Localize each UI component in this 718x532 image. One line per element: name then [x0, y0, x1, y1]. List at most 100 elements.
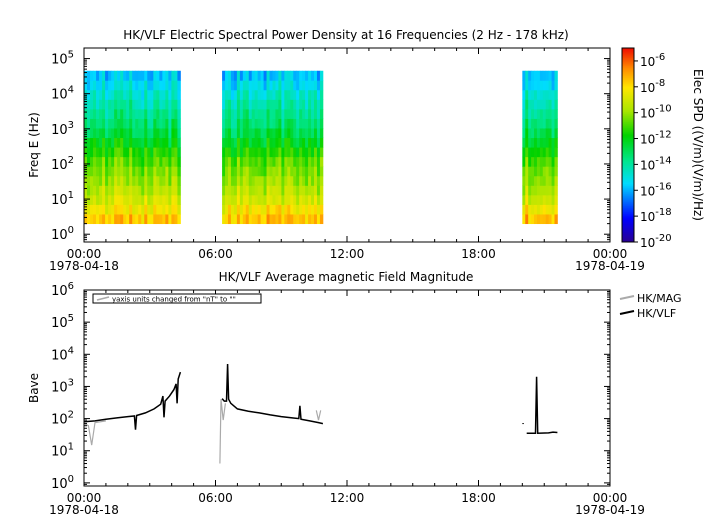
spectrogram-cell [293, 147, 297, 158]
spectrogram-cell [138, 214, 142, 225]
spectrogram-cell [174, 108, 178, 119]
spectrogram-cell [266, 70, 270, 81]
spectrogram-cell [254, 118, 259, 129]
spectrogram-cell [171, 80, 175, 91]
spectrogram-cell [108, 137, 112, 148]
colorbar-segment [622, 96, 634, 99]
spectrogram-cell [554, 80, 558, 91]
spectrogram-cell [135, 108, 139, 119]
spectrogram-cell [305, 204, 309, 215]
spectrogram-cell [281, 108, 285, 119]
spectrogram-cell [105, 89, 109, 100]
spectrogram-cell [281, 214, 285, 225]
spectrogram-cell [168, 175, 172, 186]
spectrogram-cell [159, 147, 163, 158]
spectrogram-cell [117, 185, 121, 196]
spectrogram-cell [284, 194, 288, 205]
spectrogram-cell [87, 185, 91, 196]
spectrogram-cell [551, 166, 555, 177]
spectrogram-cell [316, 137, 321, 148]
spectrogram-cell [554, 166, 558, 177]
spectrogram-cell [153, 147, 157, 158]
spectrogram-cell [539, 166, 544, 177]
spectrogram-cell [278, 89, 282, 100]
spectrogram-cell [525, 99, 529, 110]
spectrogram-cell [105, 194, 109, 205]
spectrogram-cell [129, 108, 133, 119]
spectrogram-cell [84, 156, 88, 167]
spectrogram-cell [242, 194, 247, 205]
spectrogram-cell [126, 194, 130, 205]
spectrogram-cell [126, 137, 130, 148]
spectrogram-cell [296, 166, 300, 177]
spectrogram-cell [245, 99, 250, 110]
colorbar-frame [621, 47, 635, 243]
spectrogram-cell [120, 118, 124, 129]
spectrogram-cell [545, 70, 550, 81]
spectrogram-cell [534, 156, 538, 167]
spectrogram-cell [150, 185, 154, 196]
spectrogram-cell [260, 175, 264, 186]
spectrogram-cell [299, 89, 303, 100]
spectrogram-cell [233, 89, 238, 100]
spectrogram-cell [228, 70, 232, 81]
spectrogram-cell [316, 214, 321, 225]
spectrogram-cell [245, 185, 250, 196]
spectrogram-cell [254, 194, 259, 205]
spectrogram-cell [311, 147, 315, 158]
colorbar-segment [622, 120, 634, 123]
spectrogram-cell [239, 99, 244, 110]
spectrogram-cell [266, 89, 270, 100]
spectrogram-cell [522, 99, 526, 110]
spectrogram-cell [548, 89, 552, 100]
spectrogram-cell [126, 185, 130, 196]
spectrogram-cell [132, 194, 136, 205]
spectrogram-cell [287, 175, 291, 186]
spectrogram-cell [522, 70, 526, 81]
spectrogram-cell [263, 156, 267, 167]
spectrogram-cell [93, 118, 97, 129]
spectrogram-cell [296, 156, 300, 167]
colorbar-segment [622, 76, 634, 79]
spectrogram-title: HK/VLF Electric Spectral Power Density a… [123, 28, 568, 42]
spectrogram-cell [551, 89, 555, 100]
spectrogram-cell [287, 137, 291, 148]
spectrogram-cell [87, 118, 91, 129]
spectrogram-cell [150, 128, 154, 139]
spectrogram-cell [138, 204, 142, 215]
spectrogram-cell [162, 70, 166, 81]
spectrogram-cell [293, 194, 297, 205]
spectrogram-cell [150, 175, 154, 186]
spectrogram-cell [222, 214, 226, 225]
spectrogram-cell [302, 70, 306, 81]
spectrogram-cell [311, 194, 315, 205]
spectrogram-cell [144, 70, 148, 81]
spectrogram-cell [168, 89, 172, 100]
spectrogram-cell [534, 70, 538, 81]
spectrogram-cell [551, 185, 555, 196]
colorbar-segment [622, 130, 634, 133]
spectrogram-cell [293, 70, 297, 81]
spectrogram-cell [319, 137, 324, 148]
spectrogram-cell [254, 70, 259, 81]
spectrogram-cell [222, 175, 226, 186]
spectrogram-cell [275, 128, 279, 139]
spectrogram-cell [114, 80, 118, 91]
spectrogram-cell [314, 70, 318, 81]
spectrogram-cell [99, 89, 103, 100]
spectrogram-cell [90, 80, 94, 91]
spectrogram-cell [108, 89, 112, 100]
spectrogram-cell [245, 89, 250, 100]
spectrogram-cell [290, 108, 294, 119]
spectrogram-cell [135, 147, 139, 158]
spectrogram-cell [126, 166, 130, 177]
colorbar-segment [622, 68, 634, 71]
spectrogram-cell [156, 137, 160, 148]
colorbar-segment [622, 164, 634, 167]
spectrogram-cell [150, 137, 154, 148]
spectrogram-cell [308, 204, 312, 215]
spectrogram-cell [114, 147, 118, 158]
spectrogram-cell [314, 108, 318, 119]
spectrogram-cell [147, 147, 151, 158]
spectrogram-cell [242, 137, 247, 148]
